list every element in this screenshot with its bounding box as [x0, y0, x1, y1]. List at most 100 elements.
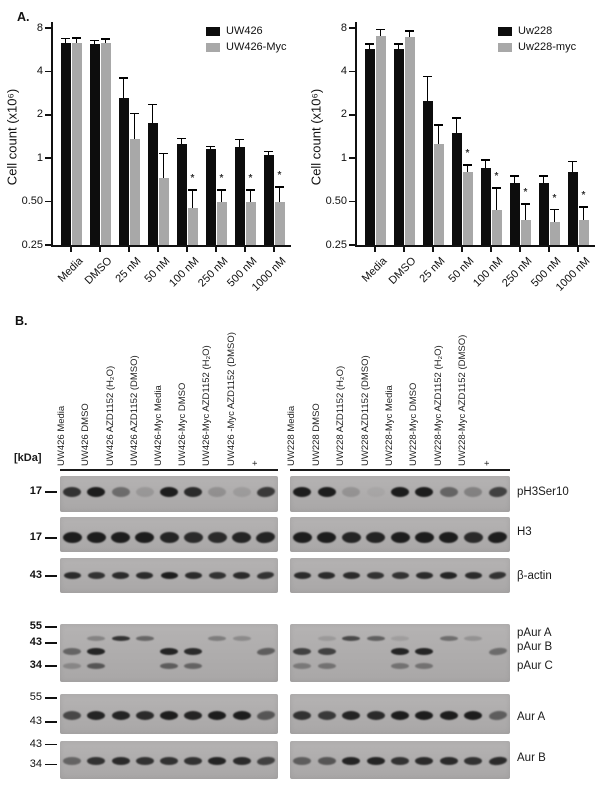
- lane-label: UW228-Myc AZD1152 (H₂O): [432, 345, 444, 466]
- error-bar-whisker: [495, 188, 498, 210]
- x-tick: [186, 247, 188, 252]
- kda-marker: 43: [29, 737, 42, 750]
- blot-row-label: β-actin: [517, 570, 552, 583]
- error-bar-whisker: [437, 124, 440, 145]
- kda-marker: 55: [29, 619, 42, 632]
- bar: [578, 220, 589, 245]
- blot-band: [62, 531, 82, 543]
- y-tick-label: 2: [340, 108, 347, 121]
- error-bar-whisker: [249, 190, 252, 202]
- lane-label: UW228-Myc Media: [384, 385, 395, 466]
- blot-band: [342, 757, 361, 766]
- blot-band: [87, 571, 105, 579]
- lane-label: UW426 AZD1152 (DMSO): [128, 355, 140, 466]
- bar: [274, 201, 285, 245]
- blot-row-label: pH3Ser10: [517, 486, 569, 499]
- y-tick: [45, 244, 51, 246]
- bar: [364, 49, 375, 245]
- lane-label: UW426 DMSO: [80, 403, 92, 466]
- blot-band: [232, 636, 251, 641]
- error-bar-cap: [188, 189, 197, 191]
- y-tick: [45, 70, 51, 73]
- error-bar-cap: [423, 75, 432, 78]
- kda-marker-dash: [45, 763, 57, 766]
- blot-band: [293, 571, 311, 579]
- error-bar-cap: [90, 39, 99, 42]
- blot-band: [87, 711, 106, 721]
- error-bar-whisker: [455, 118, 458, 133]
- error-bar-cap: [463, 164, 472, 166]
- error-bar-whisker: [278, 187, 281, 202]
- legend-label: Uw228-myc: [518, 41, 577, 53]
- blot-band: [464, 711, 483, 721]
- lane-label: UW228 DMSO: [310, 403, 322, 466]
- error-bar-whisker: [408, 31, 411, 38]
- y-tick-label: 8: [340, 21, 347, 34]
- blot-band: [208, 486, 227, 497]
- blot-band: [63, 571, 81, 579]
- significance-asterisk: *: [277, 170, 282, 182]
- x-tick: [273, 247, 275, 252]
- blot-band: [488, 646, 508, 656]
- blot-band: [111, 486, 130, 497]
- blot-band: [184, 571, 202, 579]
- blot-band: [63, 486, 82, 497]
- bar: [404, 37, 415, 245]
- blot-band: [341, 531, 361, 543]
- bar: [567, 172, 578, 245]
- blot-row-label: H3: [517, 526, 532, 539]
- blot-band: [391, 757, 409, 766]
- blot-band: [256, 646, 276, 656]
- blot-band: [391, 647, 409, 655]
- error-bar-cap: [148, 103, 157, 106]
- blot-band: [464, 636, 483, 641]
- blot-band: [464, 571, 482, 579]
- blot-band: [318, 571, 336, 579]
- y-tick: [45, 200, 51, 203]
- blot-band: [414, 531, 434, 543]
- blot-band: [415, 486, 434, 497]
- blot-band: [342, 636, 361, 641]
- blot-band: [111, 757, 130, 766]
- error-bar-cap: [101, 38, 110, 40]
- bar: [129, 139, 140, 245]
- error-bar-cap: [521, 203, 530, 205]
- chart-uw228-x-axis: [355, 245, 595, 247]
- error-bar-whisker: [162, 153, 165, 178]
- x-tick: [577, 247, 579, 252]
- bar: [549, 222, 560, 245]
- error-bar-cap: [405, 30, 414, 32]
- blot-band: [464, 757, 483, 766]
- blot-band: [439, 486, 458, 497]
- kda-marker: 17: [29, 484, 42, 497]
- bar: [451, 132, 462, 245]
- blot-panel: [60, 517, 278, 552]
- bar: [158, 177, 169, 245]
- y-tick: [45, 27, 51, 29]
- blot-panel: [290, 517, 510, 552]
- legend-swatch: [498, 43, 512, 52]
- y-tick-label: 1: [36, 151, 43, 164]
- error-bar-cap: [510, 175, 519, 177]
- legend-label: Uw228: [518, 25, 553, 37]
- y-tick: [349, 200, 355, 203]
- blot-band: [415, 662, 434, 669]
- blot-band: [391, 571, 409, 579]
- bar: [118, 98, 129, 245]
- blot-band: [256, 756, 276, 767]
- lane-label: +: [249, 460, 261, 466]
- blot-band: [439, 531, 459, 543]
- blot-band: [317, 711, 336, 721]
- y-tick-label: 2: [36, 108, 43, 121]
- bar: [100, 42, 111, 245]
- kda-marker: 17: [29, 531, 42, 543]
- error-bar-cap: [61, 37, 70, 40]
- error-bar-whisker: [151, 104, 154, 124]
- error-bar-cap: [72, 37, 81, 39]
- lane-label: UW228 AZD1152 (DMSO): [359, 355, 371, 466]
- error-bar-cap: [264, 150, 273, 153]
- kda-marker: 34: [29, 658, 42, 671]
- error-bar-whisker: [571, 161, 574, 173]
- blot-band: [342, 486, 361, 497]
